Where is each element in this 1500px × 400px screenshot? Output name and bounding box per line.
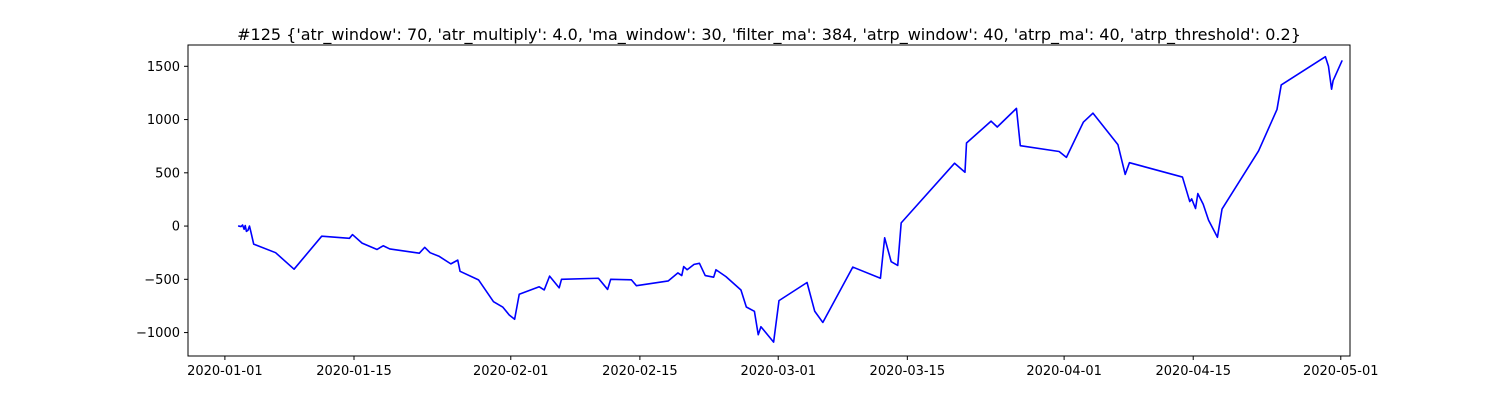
x-tick-label: 2020-05-01 <box>1303 364 1379 379</box>
y-tick-label: 0 <box>172 220 180 235</box>
plot-area <box>237 55 1343 343</box>
y-tick-label: 1000 <box>147 113 180 128</box>
x-tick-label: 2020-03-15 <box>870 364 946 379</box>
x-tick-label: 2020-04-15 <box>1155 364 1231 379</box>
axes-frame <box>187 44 1351 357</box>
y-tick-label: −1000 <box>136 326 180 341</box>
x-tick-label: 2020-01-15 <box>316 364 392 379</box>
x-tick-label: 2020-01-01 <box>187 364 263 379</box>
x-tick-label: 2020-03-01 <box>740 364 816 379</box>
y-tick-label: 1500 <box>147 60 180 75</box>
x-tick-label: 2020-04-01 <box>1026 364 1102 379</box>
series-line-1 <box>237 55 1343 343</box>
axes-group: 2020-01-01 2020-01-15 2020-02-01 2020-02-15… <box>136 44 1379 379</box>
x-tick-label: 2020-02-15 <box>602 364 678 379</box>
y-tick-label: 500 <box>155 166 180 181</box>
x-tick-label: 2020-02-01 <box>473 364 549 379</box>
y-tick-label: −500 <box>144 273 180 288</box>
chart-title: #125 {'atr_window': 70, 'atr_multiply': … <box>237 25 1301 45</box>
